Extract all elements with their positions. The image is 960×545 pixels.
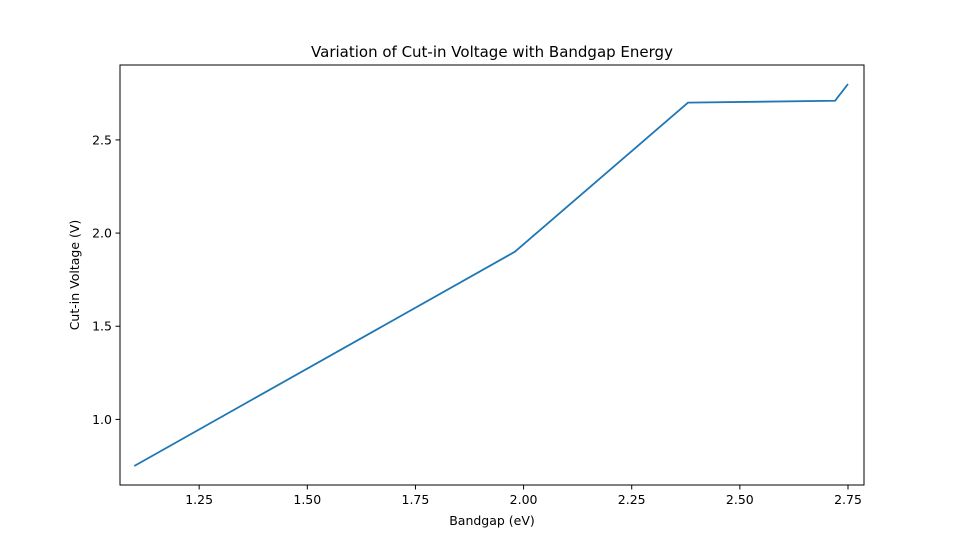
y-tick-label: 1.5	[92, 319, 112, 334]
x-tick-label: 2.50	[726, 492, 754, 507]
x-tick-label: 1.75	[402, 492, 430, 507]
x-tick-label: 2.25	[618, 492, 646, 507]
y-axis-label: Cut-in Voltage (V)	[67, 220, 82, 331]
x-axis-label: Bandgap (eV)	[449, 513, 535, 528]
x-tick-label: 2.75	[834, 492, 862, 507]
y-tick-label: 1.0	[92, 412, 112, 427]
chart-title: Variation of Cut-in Voltage with Bandgap…	[311, 43, 673, 61]
plot-area	[133, 83, 849, 467]
x-tick-label: 1.50	[293, 492, 321, 507]
series-line	[133, 83, 849, 467]
x-axis-ticks: 1.25 1.50 1.75 2.00 2.25 2.50 2.75	[185, 485, 862, 507]
x-tick-label: 1.25	[185, 492, 213, 507]
y-axis-ticks: 1.0 1.5 2.0 2.5	[92, 132, 120, 427]
x-tick-label: 2.00	[510, 492, 538, 507]
y-tick-label: 2.0	[92, 226, 112, 241]
y-tick-label: 2.5	[92, 132, 112, 147]
axes-frame	[119, 64, 865, 486]
